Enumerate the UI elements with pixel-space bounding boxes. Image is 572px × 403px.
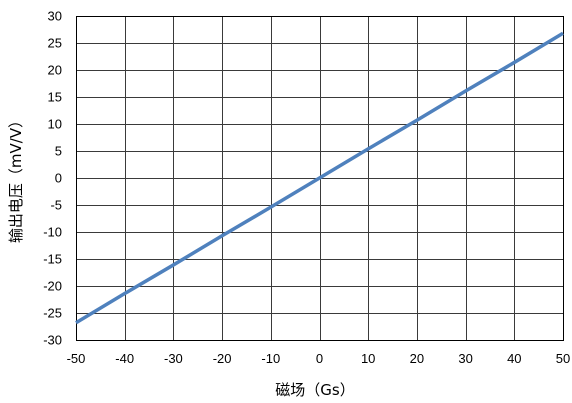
x-tick-label: 0 — [316, 351, 323, 366]
y-tick-label: 15 — [48, 90, 62, 105]
y-tick-label: -10 — [43, 225, 62, 240]
y-tick-label: 10 — [48, 117, 62, 132]
y-axis-label: 输出电压（mV/V） — [7, 113, 25, 243]
x-axis-ticks: -50 -40 -30 -20 -10 0 10 20 30 40 50 — [67, 351, 571, 366]
x-tick-label: -20 — [213, 351, 232, 366]
y-tick-label: 5 — [55, 144, 62, 159]
y-tick-label: 25 — [48, 36, 62, 51]
y-tick-label: 0 — [55, 171, 62, 186]
x-tick-label: 10 — [361, 351, 375, 366]
x-tick-label: -30 — [164, 351, 183, 366]
x-tick-label: -50 — [67, 351, 86, 366]
y-axis-ticks: 30 25 20 15 10 5 0 -5 -10 -15 -20 -25 -30 — [43, 9, 62, 348]
x-tick-label: 30 — [458, 351, 472, 366]
x-axis-label: 磁场（Gs） — [275, 381, 354, 399]
y-tick-label: -20 — [43, 279, 62, 294]
x-tick-label: -10 — [261, 351, 280, 366]
y-tick-label: -30 — [43, 333, 62, 348]
x-tick-label: -40 — [115, 351, 134, 366]
y-tick-label: 20 — [48, 63, 62, 78]
plot-area — [76, 16, 564, 341]
y-tick-label: -5 — [50, 198, 62, 213]
y-tick-label: -25 — [43, 306, 62, 321]
x-tick-label: 50 — [556, 351, 570, 366]
plot-frame — [76, 16, 564, 341]
y-tick-label: -15 — [43, 252, 62, 267]
series-line — [75, 31, 564, 325]
series-layer — [75, 31, 564, 325]
x-tick-label: 40 — [507, 351, 521, 366]
x-tick-label: 20 — [410, 351, 424, 366]
y-tick-label: 30 — [48, 9, 62, 24]
